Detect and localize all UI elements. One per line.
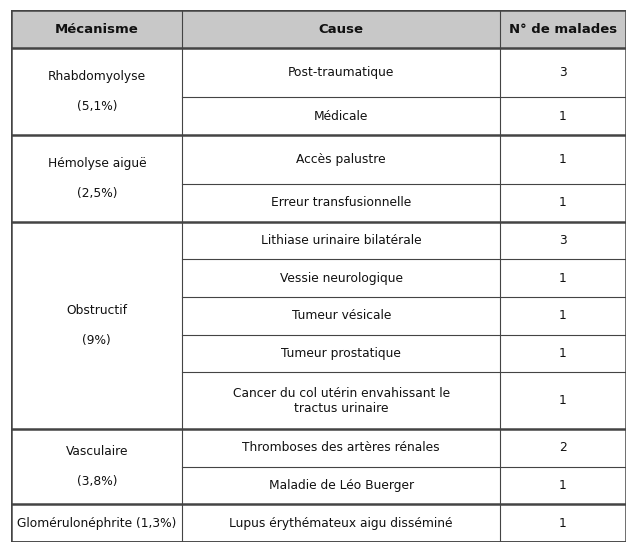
Text: 2: 2	[559, 442, 567, 454]
Text: 1: 1	[559, 394, 567, 407]
Text: 1: 1	[559, 517, 567, 530]
Bar	[11, 505, 182, 542]
Text: Médicale: Médicale	[314, 110, 368, 123]
Text: Post-traumatique: Post-traumatique	[288, 66, 394, 79]
Text: Thromboses des artères rénales: Thromboses des artères rénales	[243, 442, 440, 454]
Text: N° de malades: N° de malades	[509, 23, 617, 35]
Bar	[11, 429, 182, 505]
Text: Cancer du col utérin envahissant le
tractus urinaire: Cancer du col utérin envahissant le trac…	[233, 386, 450, 415]
Bar	[11, 221, 182, 429]
Text: Erreur transfusionnelle: Erreur transfusionnelle	[271, 197, 412, 209]
Text: Lupus érythémateux aigu disséminé: Lupus érythémateux aigu disséminé	[229, 517, 453, 530]
Text: Accès palustre: Accès palustre	[296, 153, 386, 166]
Text: 1: 1	[559, 309, 567, 322]
Text: 1: 1	[559, 347, 567, 360]
Text: Tumeur prostatique: Tumeur prostatique	[282, 347, 401, 360]
Text: 1: 1	[559, 272, 567, 285]
Bar	[11, 10, 626, 48]
Bar	[11, 48, 182, 135]
Text: Vessie neurologique: Vessie neurologique	[280, 272, 403, 285]
Text: Obstructif

(9%): Obstructif (9%)	[66, 304, 127, 347]
Text: 3: 3	[559, 66, 567, 79]
Bar	[11, 135, 182, 221]
Text: 1: 1	[559, 197, 567, 209]
Text: Lithiase urinaire bilatérale: Lithiase urinaire bilatérale	[261, 234, 422, 247]
Text: Hémolyse aiguë

(2,5%): Hémolyse aiguë (2,5%)	[48, 157, 146, 200]
Text: Vasculaire

(3,8%): Vasculaire (3,8%)	[66, 445, 128, 488]
Text: Mécanisme: Mécanisme	[55, 23, 139, 35]
Text: Glomérulonéphrite (1,3%): Glomérulonéphrite (1,3%)	[17, 517, 176, 530]
Text: 1: 1	[559, 153, 567, 166]
Text: Cause: Cause	[318, 23, 364, 35]
Text: 3: 3	[559, 234, 567, 247]
Text: Tumeur vésicale: Tumeur vésicale	[292, 309, 391, 322]
Text: 1: 1	[559, 110, 567, 123]
Text: 1: 1	[559, 479, 567, 492]
Text: Maladie de Léo Buerger: Maladie de Léo Buerger	[269, 479, 414, 492]
Text: Rhabdomyolyse

(5,1%): Rhabdomyolyse (5,1%)	[48, 70, 146, 113]
